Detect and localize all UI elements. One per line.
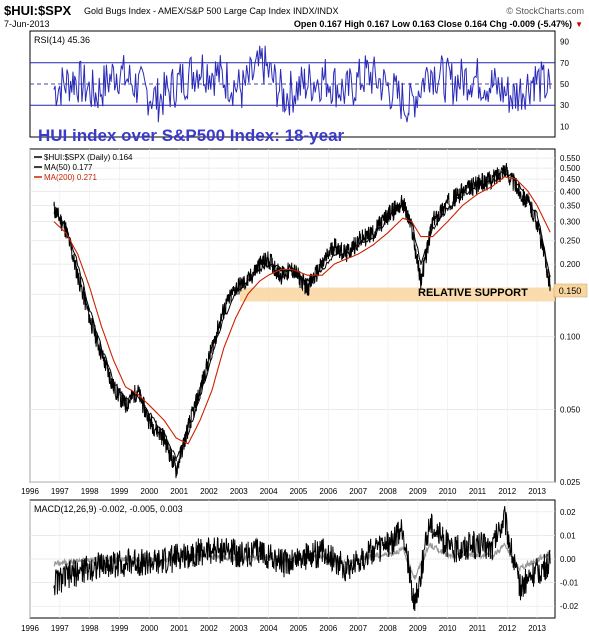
rsi-tick-label: 50 bbox=[560, 80, 569, 89]
credit-watermark: © StockCharts.com bbox=[506, 6, 584, 16]
price-tick-label: 0.025 bbox=[560, 478, 581, 487]
macd-series bbox=[53, 506, 551, 612]
year-tick-label: 2006 bbox=[319, 487, 337, 496]
macd-line bbox=[53, 506, 551, 612]
rsi-line bbox=[53, 45, 551, 123]
year-tick-label: 2011 bbox=[469, 624, 487, 633]
overlay-title: HUI index over S&P500 Index: 18-year bbox=[38, 126, 345, 145]
year-tick-label: 2000 bbox=[140, 487, 158, 496]
year-tick-label: 2007 bbox=[349, 487, 367, 496]
price-tick-label: 0.250 bbox=[560, 237, 581, 246]
legend-entry: MA(200) 0.271 bbox=[44, 173, 97, 182]
year-tick-label: 2001 bbox=[170, 487, 188, 496]
chart-date: 7-Jun-2013 bbox=[4, 19, 50, 29]
price-tick-label: 0.200 bbox=[560, 260, 581, 269]
rsi-tick-label: 30 bbox=[560, 101, 569, 110]
price-tick-label: 0.400 bbox=[560, 187, 581, 196]
legend-entry: $HUI:$SPX (Daily) 0.164 bbox=[44, 153, 133, 162]
year-tick-label: 2012 bbox=[498, 487, 516, 496]
current-value-tag bbox=[553, 283, 588, 298]
year-tick-label: 2001 bbox=[170, 624, 188, 633]
ohlc-summary: Open 0.167 High 0.167 Low 0.163 Close 0.… bbox=[294, 19, 572, 29]
rsi-axis: 90 70 50 30 10 bbox=[560, 38, 569, 132]
year-tick-label: 2009 bbox=[409, 624, 427, 633]
price-tick-label: 0.500 bbox=[560, 164, 581, 173]
relative-support-label: RELATIVE SUPPORT bbox=[418, 287, 528, 299]
year-tick-label: 1996 bbox=[21, 487, 39, 496]
year-tick-label: 2002 bbox=[200, 487, 218, 496]
symbol-description: Gold Bugs Index - AMEX/S&P 500 Large Cap… bbox=[84, 6, 338, 16]
year-tick-label: 1998 bbox=[81, 624, 99, 633]
price-tick-label: 0.300 bbox=[560, 218, 581, 227]
year-tick-label: 2008 bbox=[379, 624, 397, 633]
current-value-text: 0.150 bbox=[559, 286, 582, 296]
macd-axis: 0.02 0.01 0.00 -0.01 -0.02 bbox=[560, 508, 579, 611]
year-tick-label: 2012 bbox=[498, 624, 516, 633]
ma50-line bbox=[53, 170, 551, 462]
price-line bbox=[53, 162, 551, 479]
year-tick-label: 2007 bbox=[349, 624, 367, 633]
price-tick-label: 0.550 bbox=[560, 154, 581, 163]
ma200-line bbox=[53, 176, 551, 445]
price-panel bbox=[29, 148, 556, 483]
rsi-tick-label: 90 bbox=[560, 38, 569, 47]
year-tick-label: 2011 bbox=[469, 487, 487, 496]
price-tick-label: 0.450 bbox=[560, 175, 581, 184]
year-tick-label: 2003 bbox=[230, 624, 248, 633]
year-tick-label: 2005 bbox=[290, 487, 308, 496]
year-tick-label: 2013 bbox=[528, 487, 546, 496]
year-tick-label: 2013 bbox=[528, 624, 546, 633]
symbol-title: $HUI:$SPX bbox=[4, 3, 72, 18]
year-tick-label: 1997 bbox=[51, 624, 69, 633]
legend-entry: MA(50) 0.177 bbox=[44, 163, 93, 172]
year-tick-label: 2004 bbox=[260, 624, 278, 633]
year-tick-label: 2010 bbox=[439, 487, 457, 496]
macd-tick-label: 0.02 bbox=[560, 508, 576, 517]
year-axis-bottom: 1996 1997 1998 1999 2000 2001 2002 2003 2004 2005… bbox=[21, 624, 546, 633]
year-tick-label: 1998 bbox=[81, 487, 99, 496]
year-tick-label: 1999 bbox=[111, 487, 129, 496]
rsi-series bbox=[53, 45, 551, 123]
down-arrow-icon: ▼ bbox=[575, 20, 583, 29]
year-tick-label: 2006 bbox=[319, 624, 337, 633]
year-tick-label: 2005 bbox=[290, 624, 308, 633]
year-tick-label: 2000 bbox=[140, 624, 158, 633]
price-tick-label: 0.100 bbox=[560, 333, 581, 342]
macd-legend: MACD(12,26,9) -0.002, -0.005, 0.003 bbox=[34, 504, 183, 514]
rsi-tick-label: 10 bbox=[560, 122, 569, 131]
price-tick-label: 0.050 bbox=[560, 405, 581, 414]
macd-tick-label: -0.01 bbox=[560, 579, 579, 588]
price-tick-label: 0.350 bbox=[560, 201, 581, 210]
macd-tick-label: 0.00 bbox=[560, 555, 576, 564]
year-tick-label: 1997 bbox=[51, 487, 69, 496]
macd-tick-label: 0.01 bbox=[560, 531, 576, 540]
relative-support-band bbox=[240, 287, 555, 302]
year-tick-label: 2004 bbox=[260, 487, 278, 496]
year-tick-label: 2010 bbox=[439, 624, 457, 633]
year-axis-top: 1996 1997 1998 1999 2000 2001 2002 2003 2004 2005… bbox=[21, 487, 546, 496]
year-tick-label: 2008 bbox=[379, 487, 397, 496]
rsi-legend: RSI(14) 45.36 bbox=[34, 35, 90, 45]
year-tick-label: 2003 bbox=[230, 487, 248, 496]
year-tick-label: 2009 bbox=[409, 487, 427, 496]
year-tick-label: 1996 bbox=[21, 624, 39, 633]
year-tick-label: 1999 bbox=[111, 624, 129, 633]
year-tick-label: 2002 bbox=[200, 624, 218, 633]
rsi-tick-label: 70 bbox=[560, 59, 569, 68]
macd-tick-label: -0.02 bbox=[560, 602, 579, 611]
price-series bbox=[53, 162, 551, 479]
